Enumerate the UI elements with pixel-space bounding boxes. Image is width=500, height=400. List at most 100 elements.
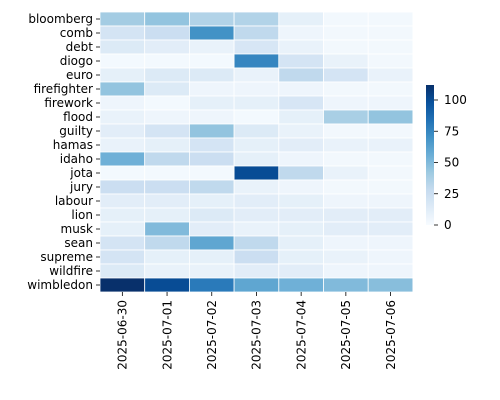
heatmap-cell-musk-2025-06-30 — [99, 221, 146, 237]
heatmap-cell-hamas-2025-07-04 — [278, 137, 324, 153]
heatmap-cell-supreme-2025-07-01 — [144, 249, 190, 265]
heatmap-cell-guilty-2025-07-05 — [323, 123, 369, 139]
heatmap-cell-euro-2025-07-01 — [144, 67, 190, 83]
colorbar-tick-label: 50 — [444, 156, 459, 170]
y-tick-label: hamas — [53, 138, 93, 152]
y-tick-label: idaho — [60, 152, 93, 166]
heatmap-cell-labour-2025-07-05 — [323, 193, 369, 209]
heatmap-cell-labour-2025-07-02 — [188, 193, 235, 209]
y-tick-label: flood — [63, 110, 93, 124]
heatmap-cell-sean-2025-07-01 — [144, 235, 190, 251]
y-tick-label: jury — [69, 180, 93, 194]
y-tick-label: bloomberg — [28, 12, 93, 26]
heatmap-cell-euro-2025-06-30 — [99, 67, 146, 83]
heatmap-cell-supreme-2025-07-06 — [367, 249, 414, 265]
y-axis-labels: bloombergcombdebtdiogoeurofirefighterfir… — [27, 12, 100, 292]
heatmap-cell-wimbledon-2025-07-03 — [233, 277, 280, 293]
heatmap-cell-wimbledon-2025-07-05 — [323, 277, 369, 293]
heatmap-cell-musk-2025-07-03 — [233, 221, 280, 237]
heatmap-cell-comb-2025-07-06 — [367, 25, 414, 41]
y-tick-label: wildfire — [49, 264, 93, 278]
heatmap-cell-bloomberg-2025-07-03 — [233, 11, 280, 27]
y-tick-label: euro — [66, 68, 93, 82]
heatmap-cell-firefighter-2025-07-02 — [188, 81, 235, 97]
heatmap-cell-diogo-2025-07-03 — [233, 53, 280, 69]
heatmap-cells — [99, 11, 414, 293]
x-tick-label: 2025-07-01 — [160, 300, 174, 370]
heatmap-cell-supreme-2025-07-05 — [323, 249, 369, 265]
x-tick-label: 2025-07-03 — [250, 300, 264, 370]
heatmap-cell-wildfire-2025-07-02 — [188, 263, 235, 279]
heatmap-cell-bloomberg-2025-07-01 — [144, 11, 190, 27]
heatmap-cell-wildfire-2025-07-04 — [278, 263, 324, 279]
heatmap-cell-labour-2025-07-01 — [144, 193, 190, 209]
colorbar-tick-label: 75 — [444, 124, 459, 138]
heatmap-cell-bloomberg-2025-07-02 — [188, 11, 235, 27]
heatmap-cell-wildfire-2025-07-05 — [323, 263, 369, 279]
heatmap-cell-guilty-2025-07-01 — [144, 123, 190, 139]
heatmap-cell-diogo-2025-07-01 — [144, 53, 190, 69]
heatmap-cell-musk-2025-07-05 — [323, 221, 369, 237]
heatmap-cell-flood-2025-07-02 — [188, 109, 235, 125]
heatmap-cell-jury-2025-07-05 — [323, 179, 369, 195]
heatmap-cell-bloomberg-2025-06-30 — [99, 11, 146, 27]
y-tick-label: debt — [66, 40, 94, 54]
heatmap-cell-musk-2025-07-04 — [278, 221, 324, 237]
heatmap-cell-flood-2025-07-03 — [233, 109, 280, 125]
heatmap-cell-debt-2025-06-30 — [99, 39, 146, 55]
y-tick-label: guilty — [59, 124, 93, 138]
heatmap-cell-sean-2025-07-04 — [278, 235, 324, 251]
heatmap-cell-wildfire-2025-06-30 — [99, 263, 146, 279]
heatmap-cell-flood-2025-07-01 — [144, 109, 190, 125]
heatmap-cell-diogo-2025-06-30 — [99, 53, 146, 69]
heatmap-cell-hamas-2025-07-03 — [233, 137, 280, 153]
heatmap-cell-flood-2025-07-06 — [367, 109, 414, 125]
heatmap-cell-diogo-2025-07-02 — [188, 53, 235, 69]
heatmap-cell-jota-2025-07-02 — [188, 165, 235, 181]
heatmap-cell-firework-2025-07-01 — [144, 95, 190, 111]
heatmap-cell-guilty-2025-07-06 — [367, 123, 414, 139]
heatmap-cell-firework-2025-07-04 — [278, 95, 324, 111]
heatmap-cell-guilty-2025-07-02 — [188, 123, 235, 139]
heatmap-cell-musk-2025-07-06 — [367, 221, 414, 237]
y-tick-label: wimbledon — [27, 278, 93, 292]
y-tick-label: labour — [55, 194, 93, 208]
heatmap-cell-jury-2025-07-04 — [278, 179, 324, 195]
y-tick-label: diogo — [60, 54, 93, 68]
heatmap-cell-musk-2025-07-01 — [144, 221, 190, 237]
heatmap-cell-lion-2025-07-03 — [233, 207, 280, 223]
y-tick-label: firework — [44, 96, 93, 110]
heatmap-cell-firefighter-2025-07-04 — [278, 81, 324, 97]
heatmap-cell-hamas-2025-07-02 — [188, 137, 235, 153]
heatmap-cell-lion-2025-07-01 — [144, 207, 190, 223]
heatmap-cell-firefighter-2025-06-30 — [99, 81, 146, 97]
heatmap-cell-lion-2025-06-30 — [99, 207, 146, 223]
heatmap-cell-jota-2025-07-01 — [144, 165, 190, 181]
heatmap-cell-jota-2025-07-04 — [278, 165, 324, 181]
heatmap-cell-debt-2025-07-05 — [323, 39, 369, 55]
heatmap-cell-comb-2025-07-02 — [188, 25, 235, 41]
heatmap-cell-firework-2025-07-06 — [367, 95, 414, 111]
heatmap-cell-firework-2025-07-02 — [188, 95, 235, 111]
heatmap-cell-bloomberg-2025-07-06 — [367, 11, 414, 27]
heatmap-cell-wildfire-2025-07-03 — [233, 263, 280, 279]
heatmap-cell-wimbledon-2025-07-01 — [144, 277, 190, 293]
x-tick-label: 2025-07-04 — [294, 300, 308, 370]
heatmap-cell-bloomberg-2025-07-05 — [323, 11, 369, 27]
heatmap-cell-jury-2025-07-06 — [367, 179, 414, 195]
colorbar-tick-label: 0 — [444, 218, 452, 232]
heatmap-cell-labour-2025-07-03 — [233, 193, 280, 209]
x-axis-labels: 2025-06-30 2025-07-01 2025-07-02 2025-07-03… — [116, 292, 398, 370]
heatmap-cell-jury-2025-07-02 — [188, 179, 235, 195]
colorbar-tick-label: 100 — [444, 93, 467, 107]
heatmap-cell-idaho-2025-07-06 — [367, 151, 414, 167]
heatmap-cell-wimbledon-2025-07-06 — [367, 277, 414, 293]
heatmap-cell-wimbledon-2025-06-30 — [99, 277, 146, 293]
heatmap-cell-wimbledon-2025-07-04 — [278, 277, 324, 293]
heatmap-cell-idaho-2025-07-03 — [233, 151, 280, 167]
heatmap-cell-sean-2025-07-05 — [323, 235, 369, 251]
y-tick-label: jota — [69, 166, 93, 180]
x-tick-label: 2025-07-05 — [339, 300, 353, 370]
y-tick-label: firefighter — [34, 82, 93, 96]
